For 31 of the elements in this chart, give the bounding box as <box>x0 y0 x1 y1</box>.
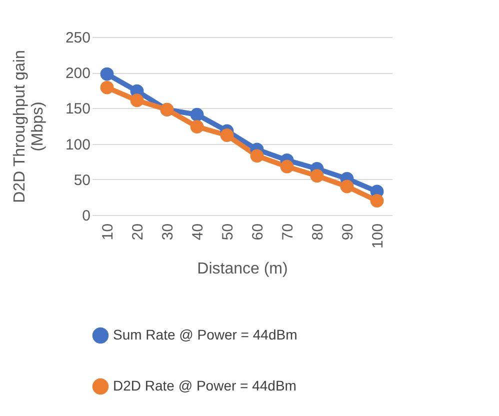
point <box>220 128 234 142</box>
point <box>370 194 384 208</box>
y-tick-label: 150 <box>65 100 90 118</box>
point <box>340 180 354 194</box>
x-tick-label: 70 <box>280 224 296 240</box>
x-tick-label: 30 <box>160 224 176 240</box>
x-tick-label: 80 <box>310 224 326 240</box>
y-tick-label: 200 <box>65 65 90 82</box>
x-tick-label: 40 <box>190 224 206 240</box>
x-tick-label: 50 <box>220 224 236 240</box>
point <box>100 80 114 94</box>
legend-label: D2D Rate @ Power = 44dBm <box>113 378 296 394</box>
x-tick-label: 60 <box>250 224 266 240</box>
y-tick-label: 100 <box>65 136 90 154</box>
point <box>280 160 294 174</box>
y-tick-label: 50 <box>74 172 90 189</box>
point <box>310 169 324 183</box>
y-tick-label: 0 <box>82 208 90 224</box>
legend-label: Sum Rate @ Power = 44dBm <box>113 326 298 342</box>
point <box>190 120 204 134</box>
x-tick-label: 90 <box>340 224 356 240</box>
x-tick-label: 20 <box>130 224 146 240</box>
x-axis-title: Distance (m) <box>197 260 288 278</box>
x-tick-label: 10 <box>100 224 116 240</box>
point <box>250 149 264 163</box>
point <box>100 67 114 81</box>
point <box>190 108 204 122</box>
y-tick-label: 250 <box>65 30 90 46</box>
point <box>130 94 144 108</box>
x-tick-label: 100 <box>370 224 386 249</box>
y-axis-title: D2D Throughput gain (Mbps) <box>11 50 46 203</box>
